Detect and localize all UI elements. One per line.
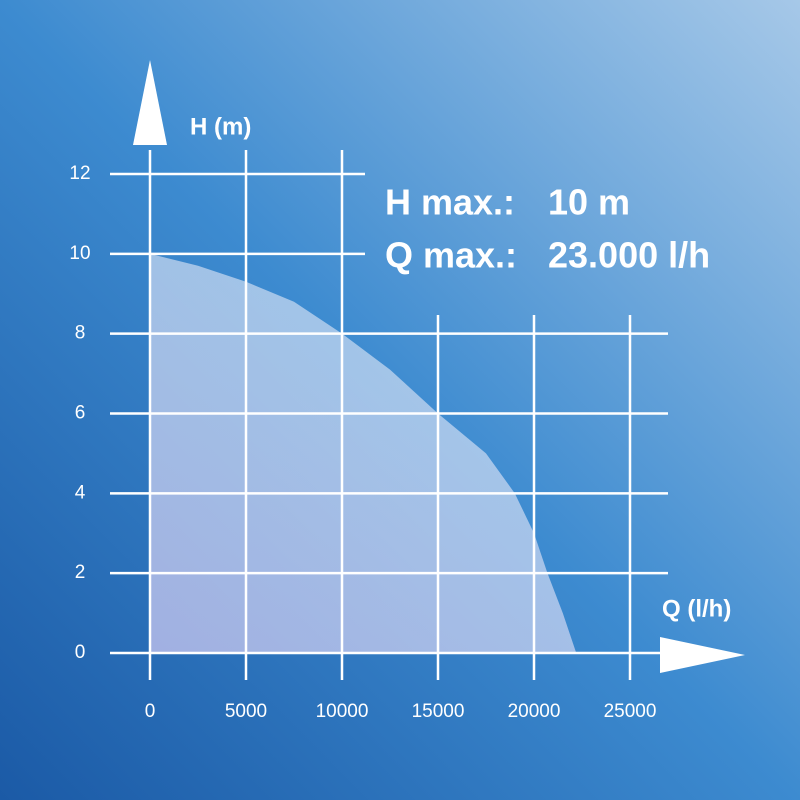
x-axis-label: Q (l/h) xyxy=(662,595,731,622)
area xyxy=(150,253,577,654)
y-tick-label: 12 xyxy=(69,163,90,184)
x-tick-label: 15000 xyxy=(412,701,465,722)
y-tick-label: 6 xyxy=(75,403,86,424)
y-tick-label: 8 xyxy=(75,323,86,344)
annotation-value: 23.000 l/h xyxy=(548,235,710,276)
y-axis-arrow xyxy=(133,60,167,145)
x-tick-label: 20000 xyxy=(508,701,561,722)
x-tick-label: 25000 xyxy=(604,701,657,722)
y-tick-label: 0 xyxy=(75,642,86,663)
x-tick-label: 0 xyxy=(145,701,156,722)
y-tick-label: 4 xyxy=(75,482,86,503)
x-axis-arrow xyxy=(660,637,745,673)
y-tick-label: 2 xyxy=(75,562,86,583)
x-tick-label: 10000 xyxy=(316,701,369,722)
x-tick-label: 5000 xyxy=(225,701,267,722)
y-axis-label: H (m) xyxy=(190,113,251,140)
annotation-value: 10 m xyxy=(548,182,630,223)
y-tick-label: 10 xyxy=(69,243,90,264)
annotation-label: Q max.: xyxy=(385,235,517,276)
annotation-label: H max.: xyxy=(385,182,515,223)
